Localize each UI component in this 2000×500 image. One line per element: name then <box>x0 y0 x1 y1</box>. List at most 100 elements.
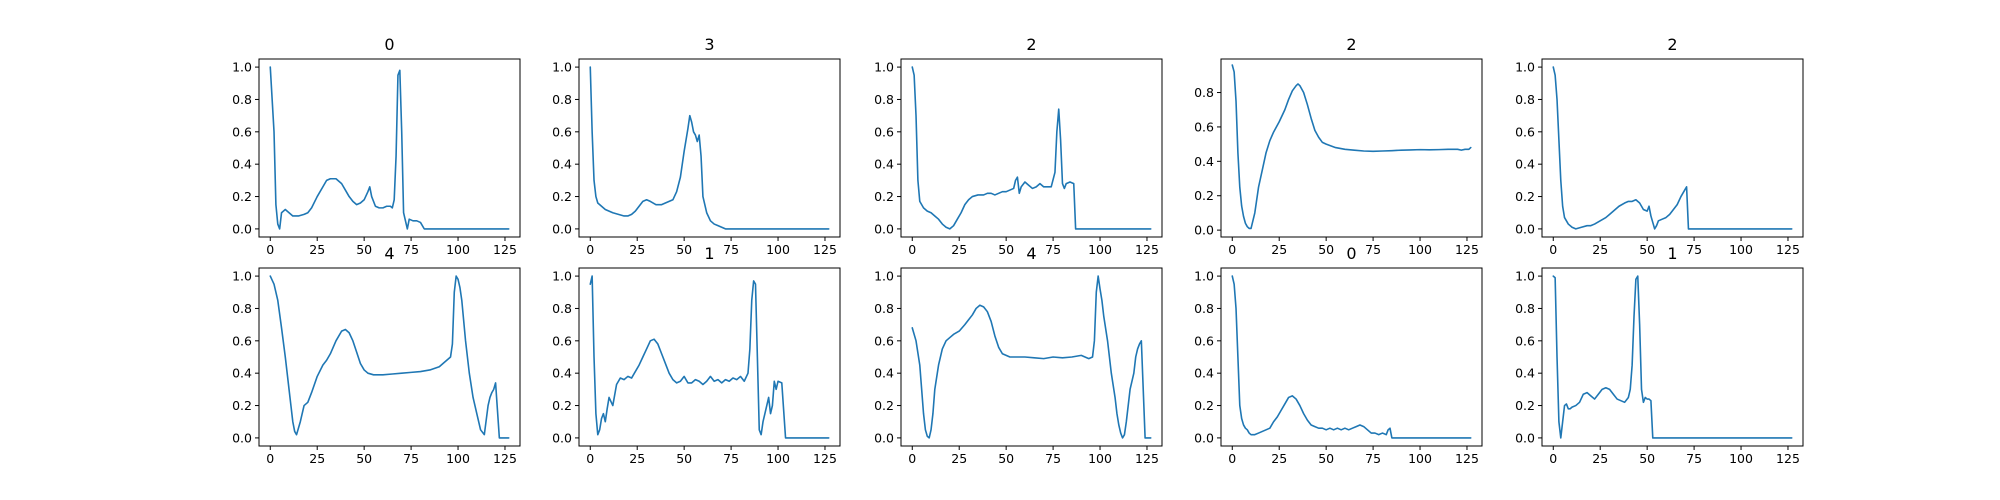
x-tick-label: 25 <box>309 451 325 466</box>
x-tick-label: 75 <box>403 451 419 466</box>
y-tick-label: 0.6 <box>1194 119 1214 134</box>
subplot-6: 1 0 25 50 75 100 125 0.0 0.2 0.4 0.6 0.8 1.0 <box>552 244 841 466</box>
x-tick-label: 100 <box>766 242 790 257</box>
x-tick-label: 125 <box>1135 451 1159 466</box>
axes-frame <box>258 58 521 238</box>
y-tick-label: 0.4 <box>874 157 894 172</box>
y-tick-label: 0.6 <box>1515 333 1535 348</box>
x-tick-label: 125 <box>1776 242 1800 257</box>
subplot-8: 0 0 25 50 75 100 125 0.0 0.2 0.4 0.6 0.8 1.0 <box>1194 244 1483 466</box>
subplot-title: 0 <box>1346 244 1356 263</box>
axes-frame <box>1220 58 1483 238</box>
x-tick-label: 25 <box>1592 451 1608 466</box>
x-tick-label: 100 <box>1729 451 1753 466</box>
y-tick-label: 0.8 <box>1194 85 1214 100</box>
x-tick-label: 0 <box>1549 451 1557 466</box>
y-tick-label: 0.8 <box>1515 92 1535 107</box>
x-tick-label: 0 <box>1549 242 1557 257</box>
x-tick-label: 0 <box>1228 242 1236 257</box>
x-tick-label: 75 <box>723 242 739 257</box>
x-tick-label: 25 <box>629 242 645 257</box>
y-tick-label: 0.0 <box>232 430 252 445</box>
y-tick-label: 0.6 <box>232 124 252 139</box>
x-tick-label: 100 <box>1088 451 1112 466</box>
y-tick-label: 1.0 <box>232 60 252 75</box>
y-tick-label: 0.6 <box>1515 124 1535 139</box>
x-tick-label: 75 <box>1686 242 1702 257</box>
axes-frame <box>900 267 1163 447</box>
x-tick-label: 125 <box>493 451 517 466</box>
x-tick-label: 75 <box>1045 451 1061 466</box>
x-tick-label: 0 <box>586 451 594 466</box>
x-tick-label: 75 <box>1045 242 1061 257</box>
x-tick-label: 50 <box>998 242 1014 257</box>
series-line <box>1231 64 1472 230</box>
subplot-1: 3 0 25 50 75 100 125 0.0 0.2 0.4 0.6 0.8 1.0 <box>552 35 841 257</box>
y-tick-label: 0.2 <box>232 398 252 413</box>
y-tick-label: 0.8 <box>1194 301 1214 316</box>
x-tick-label: 50 <box>676 242 692 257</box>
x-tick-label: 50 <box>998 451 1014 466</box>
series-line <box>1231 275 1472 439</box>
subplot-0: 0 0 25 50 75 100 125 0.0 0.2 0.4 0.6 0.8 1.0 <box>232 35 521 257</box>
x-tick-label: 100 <box>446 242 470 257</box>
subplot-title: 4 <box>384 244 394 263</box>
y-tick-label: 0.0 <box>232 221 252 236</box>
x-tick-label: 100 <box>446 451 470 466</box>
y-tick-label: 0.4 <box>1194 366 1214 381</box>
subplot-title: 2 <box>1346 35 1356 54</box>
x-tick-label: 25 <box>629 451 645 466</box>
series-line <box>1552 66 1793 230</box>
series-line <box>269 275 510 439</box>
x-tick-label: 100 <box>766 451 790 466</box>
y-tick-label: 0.2 <box>232 189 252 204</box>
x-tick-label: 0 <box>266 242 274 257</box>
x-tick-label: 75 <box>1365 242 1381 257</box>
x-tick-label: 75 <box>1686 451 1702 466</box>
y-tick-label: 0.2 <box>552 398 572 413</box>
axes-frame <box>578 58 841 238</box>
y-tick-label: 0.2 <box>1194 188 1214 203</box>
y-tick-label: 1.0 <box>1194 269 1214 284</box>
x-tick-label: 75 <box>723 451 739 466</box>
y-tick-label: 1.0 <box>1515 60 1535 75</box>
y-tick-label: 0.2 <box>552 189 572 204</box>
subplot-7: 4 0 25 50 75 100 125 0.0 0.2 0.4 0.6 0.8 1.0 <box>874 244 1163 466</box>
x-tick-label: 50 <box>1639 242 1655 257</box>
subplot-title: 2 <box>1667 35 1677 54</box>
subplot-title: 2 <box>1026 35 1036 54</box>
x-tick-label: 50 <box>1639 451 1655 466</box>
y-tick-label: 0.4 <box>1194 154 1214 169</box>
x-tick-label: 25 <box>1271 451 1287 466</box>
y-tick-label: 0.6 <box>232 333 252 348</box>
y-tick-label: 0.8 <box>552 301 572 316</box>
y-tick-label: 1.0 <box>874 269 894 284</box>
series-line <box>269 66 510 230</box>
y-tick-label: 0.0 <box>874 221 894 236</box>
y-tick-label: 0.2 <box>1515 398 1535 413</box>
series-line <box>589 66 830 230</box>
y-tick-label: 0.2 <box>1515 189 1535 204</box>
axes-frame <box>578 267 841 447</box>
series-line <box>589 275 830 439</box>
subplot-4: 2 0 25 50 75 100 125 0.0 0.2 0.4 0.6 0.8 1.0 <box>1515 35 1804 257</box>
y-tick-label: 0.4 <box>874 366 894 381</box>
subplot-title: 1 <box>1667 244 1677 263</box>
y-tick-label: 0.4 <box>232 366 252 381</box>
y-tick-label: 1.0 <box>1515 269 1535 284</box>
axes-frame <box>1541 267 1804 447</box>
y-tick-label: 0.6 <box>1194 333 1214 348</box>
x-tick-label: 100 <box>1088 242 1112 257</box>
axes-frame <box>1541 58 1804 238</box>
y-tick-label: 0.8 <box>1515 301 1535 316</box>
y-tick-label: 0.4 <box>232 157 252 172</box>
x-tick-label: 75 <box>403 242 419 257</box>
subplot-title: 4 <box>1026 244 1036 263</box>
x-tick-label: 25 <box>1271 242 1287 257</box>
y-tick-label: 0.4 <box>1515 157 1535 172</box>
x-tick-label: 100 <box>1408 242 1432 257</box>
y-tick-label: 1.0 <box>552 269 572 284</box>
